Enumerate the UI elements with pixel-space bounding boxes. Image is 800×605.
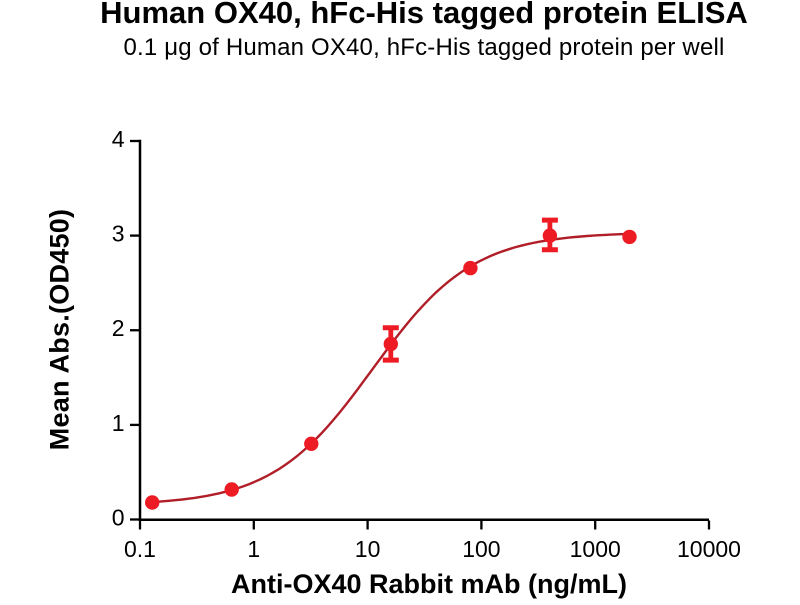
svg-text:4: 4 bbox=[112, 126, 125, 152]
svg-text:10: 10 bbox=[355, 536, 381, 562]
svg-text:1: 1 bbox=[112, 410, 125, 436]
svg-text:0.1 μg of Human OX40, hFc-His: 0.1 μg of Human OX40, hFc-His tagged pro… bbox=[124, 34, 725, 61]
svg-text:10000: 10000 bbox=[677, 536, 741, 562]
svg-text:0: 0 bbox=[112, 505, 125, 531]
svg-text:Human OX40, hFc-His tagged pro: Human OX40, hFc-His tagged protein ELISA bbox=[100, 0, 748, 30]
svg-text:2: 2 bbox=[112, 315, 125, 341]
svg-text:3: 3 bbox=[112, 221, 125, 247]
svg-text:0.1: 0.1 bbox=[124, 536, 156, 562]
svg-text:100: 100 bbox=[462, 536, 500, 562]
svg-text:Anti-OX40 Rabbit mAb (ng/mL): Anti-OX40 Rabbit mAb (ng/mL) bbox=[231, 569, 627, 599]
svg-text:1: 1 bbox=[247, 536, 260, 562]
svg-text:Mean Abs.(OD450): Mean Abs.(OD450) bbox=[45, 209, 75, 451]
svg-text:1000: 1000 bbox=[570, 536, 621, 562]
